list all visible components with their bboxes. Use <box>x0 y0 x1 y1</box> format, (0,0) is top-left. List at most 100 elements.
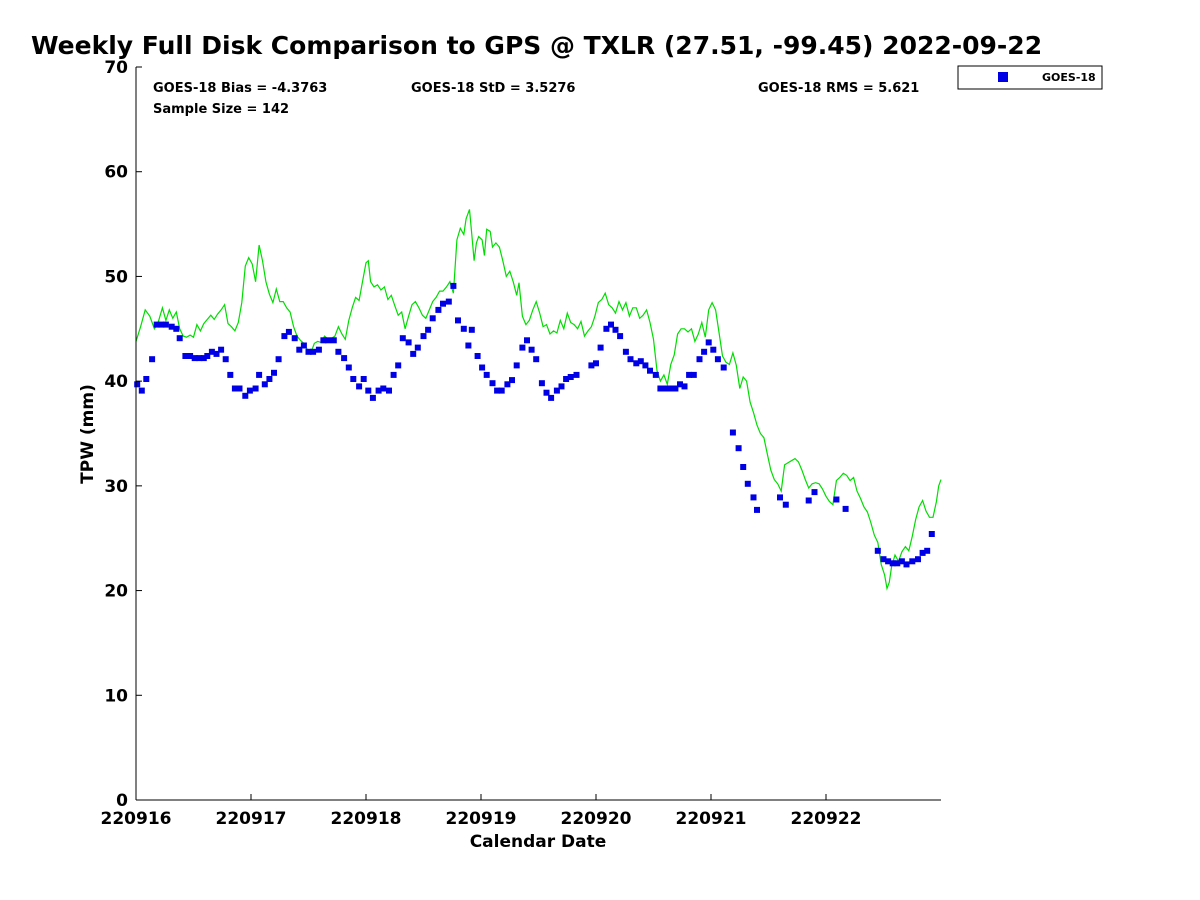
goes18-point <box>158 321 165 328</box>
goes18-point <box>296 346 303 353</box>
goes18-point <box>874 547 881 554</box>
goes18-point <box>553 387 560 394</box>
x-axis-ticks: 220916 220917 220918 220919 220920 220921 2209… <box>101 794 861 829</box>
goes18-point <box>894 560 901 567</box>
goes18-point <box>811 489 818 496</box>
plot-background <box>136 67 941 800</box>
goes18-point <box>672 385 679 392</box>
goes18-point <box>633 360 640 367</box>
goes18-point <box>231 385 238 392</box>
goes18-point <box>720 364 727 371</box>
goes18-point <box>588 362 595 369</box>
goes18-point <box>261 381 268 388</box>
goes18-point <box>842 505 849 512</box>
goes18-point <box>256 371 263 378</box>
goes18-point <box>567 374 574 380</box>
goes18-point <box>315 346 322 353</box>
goes18-point <box>513 362 520 369</box>
goes18-point <box>880 556 887 563</box>
legend-label: GOES-18 <box>1042 71 1096 84</box>
x-tick-label: 220921 <box>676 809 747 829</box>
goes18-point <box>498 387 505 394</box>
goes18-point <box>281 333 288 340</box>
goes18-point <box>662 385 668 392</box>
goes18-point <box>483 371 490 378</box>
goes18-point <box>173 325 180 332</box>
goes18-point <box>227 371 234 378</box>
goes18-point <box>320 337 327 344</box>
goes18-point <box>218 346 225 353</box>
goes18-point <box>196 355 203 362</box>
y-axis-label: TPW (mm) <box>78 384 98 484</box>
goes18-point <box>325 337 332 344</box>
goes18-point <box>504 381 511 388</box>
goes18-point <box>750 494 757 501</box>
goes18-point <box>608 321 614 328</box>
goes18-point <box>266 376 273 382</box>
goes18-point <box>149 356 156 363</box>
goes18-point <box>168 323 175 330</box>
goes18-point <box>833 496 840 503</box>
y-tick-label: 60 <box>104 163 128 183</box>
goes18-point <box>701 348 708 355</box>
goes18-point <box>468 326 475 333</box>
goes18-point <box>705 339 712 346</box>
goes18-point <box>637 358 644 365</box>
goes18-point <box>187 353 194 359</box>
goes18-point <box>915 556 921 563</box>
goes18-point <box>885 558 892 565</box>
gps-series-line <box>135 209 942 591</box>
rms-stat: GOES-18 RMS = 5.621 <box>758 81 919 96</box>
goes18-point <box>182 353 189 359</box>
goes18-point <box>356 383 363 390</box>
goes18-point <box>450 282 457 289</box>
goes18-point <box>696 356 703 363</box>
goes18-point <box>399 335 406 342</box>
gps-line-layer <box>135 209 942 591</box>
legend-box <box>957 65 1103 90</box>
goes18-point <box>533 356 540 363</box>
goes18-point <box>330 337 337 344</box>
goes18-point <box>414 344 421 351</box>
goes18-point <box>360 376 367 382</box>
goes18-point <box>291 335 298 342</box>
goes18-point <box>919 549 926 556</box>
goes18-point <box>455 317 461 324</box>
goes18-point <box>435 306 442 313</box>
goes18-point <box>928 531 935 537</box>
goes18-point <box>744 480 751 487</box>
goes18-point <box>138 387 145 394</box>
goes18-point <box>740 464 747 470</box>
goes18-point <box>335 348 342 355</box>
goes18-point <box>627 356 634 363</box>
goes18-point <box>300 342 307 349</box>
goes18-point <box>208 348 215 355</box>
goes18-point <box>642 362 649 369</box>
goes18-point <box>714 356 721 363</box>
goes18-point <box>558 383 565 390</box>
goes18-point <box>429 315 436 322</box>
bias-stat: GOES-18 Bias = -4.3763 <box>153 81 327 96</box>
goes18-point <box>143 376 150 382</box>
goes18-point <box>681 383 688 390</box>
x-tick-label: 220916 <box>101 809 172 829</box>
goes18-point <box>686 371 693 378</box>
goes18-point <box>909 558 916 565</box>
goes18-point <box>528 346 535 353</box>
goes18-point <box>350 376 357 382</box>
sample-size-stat: Sample Size = 142 <box>153 102 289 117</box>
x-tick-label: 220918 <box>331 809 402 829</box>
plot-area <box>134 67 942 801</box>
y-tick-label: 0 <box>116 791 128 811</box>
goes18-point <box>222 356 229 363</box>
goes18-point <box>729 429 736 436</box>
goes18-point <box>271 369 277 376</box>
goes18-point <box>465 342 472 349</box>
goes18-point <box>176 335 183 342</box>
goes18-point <box>543 389 550 396</box>
goes18-point <box>380 385 387 392</box>
goes18-point <box>474 353 481 359</box>
goes18-point <box>612 326 619 333</box>
std-stat: GOES-18 StD = 3.5276 <box>411 81 575 96</box>
